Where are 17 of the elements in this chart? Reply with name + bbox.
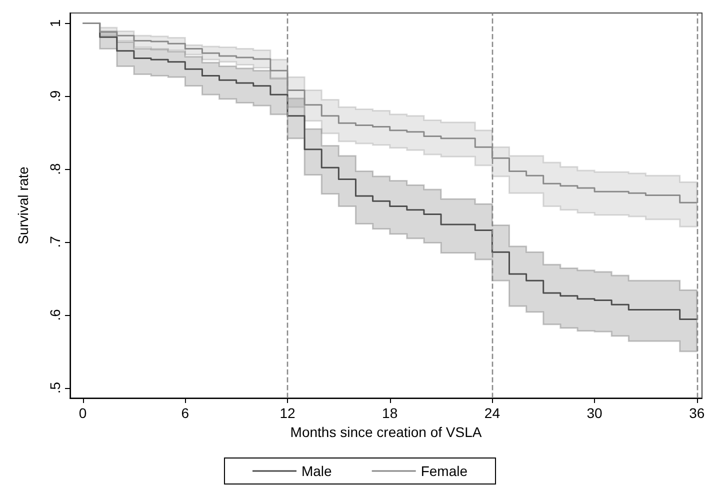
y-axis-title: Survival rate: [15, 166, 31, 244]
x-tick-label: 30: [586, 405, 603, 421]
y-tick-label: .9: [47, 90, 63, 102]
y-tick-label: .5: [47, 382, 63, 394]
y-tick-label: 1: [47, 19, 63, 28]
x-tick-label: 12: [280, 405, 296, 421]
y-tick-label: .7: [47, 236, 63, 248]
x-tick-label: 24: [484, 405, 500, 421]
legend-label: Female: [420, 463, 468, 479]
x-tick-label: 0: [78, 405, 87, 421]
x-tick-label: 6: [181, 405, 190, 421]
x-tick-label: 18: [382, 405, 398, 421]
x-tick-label: 36: [689, 405, 705, 421]
y-tick-label: .6: [47, 308, 63, 321]
y-tick-label: .8: [47, 162, 63, 175]
legend-label: Male: [301, 463, 332, 479]
x-axis-title: Months since creation of VSLA: [290, 424, 482, 440]
